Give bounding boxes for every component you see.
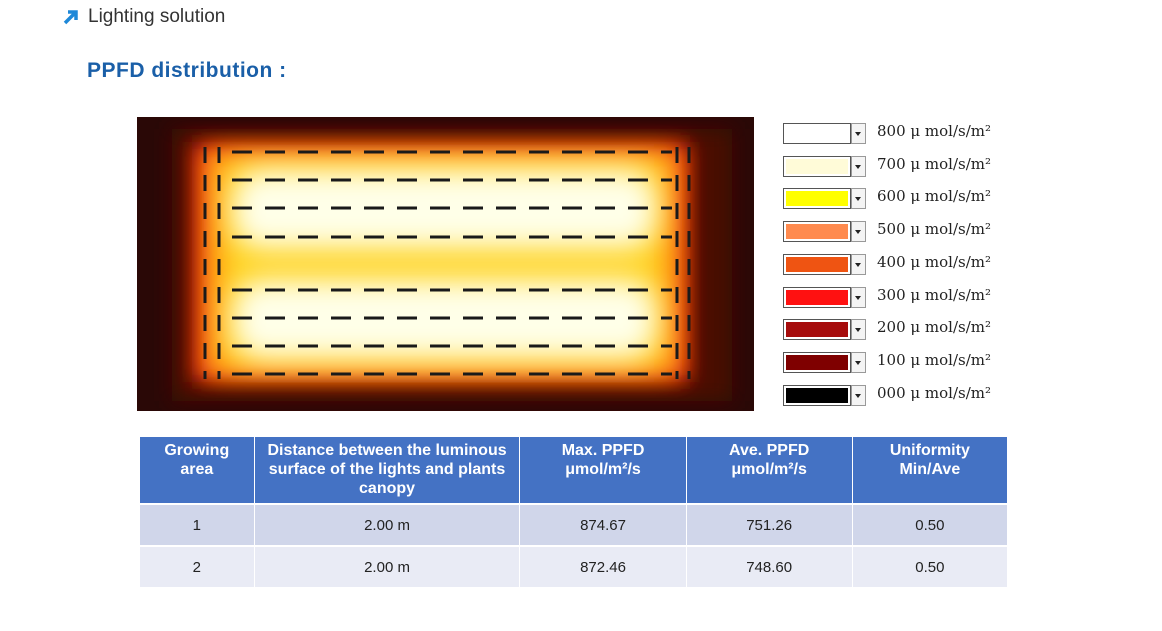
table-header-cell: Uniformity Min/Ave (852, 437, 1008, 503)
dropdown-arrow (851, 221, 866, 243)
dropdown-arrow (851, 188, 866, 210)
legend-label: 600 μ mol/s/m² (877, 187, 992, 206)
legend-item: 800 μ mol/s/m² (780, 117, 1008, 148)
table-cell: 2.00 m (254, 547, 521, 587)
legend-label: 300 μ mol/s/m² (877, 285, 992, 304)
table-header-cell: Max. PPFD μmol/m²/s (520, 437, 687, 503)
table-header-cell: Ave. PPFD μmol/m²/s (686, 437, 853, 503)
legend-label: 700 μ mol/s/m² (877, 154, 992, 173)
dropdown-arrow (851, 155, 866, 177)
legend-item: 300 μ mol/s/m² (780, 281, 1008, 312)
legend-swatch (783, 253, 851, 275)
table-cell: 751.26 (686, 505, 853, 545)
table-header-cell: Growing area (140, 437, 255, 503)
table-cell: 2 (140, 547, 255, 587)
arrow-icon (63, 10, 78, 25)
table-cell: 1 (140, 505, 255, 545)
header-title: Lighting solution (88, 6, 226, 27)
legend-swatch (783, 221, 851, 243)
dropdown-arrow (851, 319, 866, 341)
legend-label: 400 μ mol/s/m² (877, 252, 992, 271)
legend-label: 800 μ mol/s/m² (877, 122, 992, 140)
legend-item: 600 μ mol/s/m² (780, 182, 1008, 213)
legend-item: 500 μ mol/s/m² (780, 215, 1008, 246)
table-cell: 0.50 (852, 505, 1008, 545)
table-cell: 0.50 (852, 547, 1008, 587)
table-header-cell: Distance between the luminous surface of… (254, 437, 521, 503)
legend-label: 500 μ mol/s/m² (877, 220, 992, 239)
legend-swatch (783, 123, 851, 144)
dropdown-arrow (851, 384, 866, 406)
legend-label: 100 μ mol/s/m² (877, 350, 992, 369)
legend-label: 000 μ mol/s/m² (877, 383, 992, 402)
legend-swatch (783, 286, 851, 308)
table-cell: 2.00 m (254, 505, 521, 545)
section-title: PPFD distribution : (87, 59, 287, 82)
legend-item: 100 μ mol/s/m² (780, 346, 1008, 377)
legend-swatch (783, 319, 851, 341)
table-cell: 872.46 (520, 547, 687, 587)
dropdown-arrow (851, 253, 866, 275)
legend-item: 200 μ mol/s/m² (780, 313, 1008, 344)
legend-swatch (783, 155, 851, 177)
legend-swatch (783, 188, 851, 210)
legend-item: 000 μ mol/s/m² (780, 379, 1008, 410)
table-row: 1 2.00 m 874.67 751.26 0.50 (140, 505, 1008, 545)
legend-swatch (783, 384, 851, 406)
results-table: Growing area Distance between the luminou… (140, 435, 1008, 589)
dropdown-arrow (851, 123, 866, 144)
ppfd-heatmap (137, 117, 754, 411)
table-row: 2 2.00 m 872.46 748.60 0.50 (140, 547, 1008, 587)
legend-item: 400 μ mol/s/m² (780, 248, 1008, 279)
legend-item: 700 μ mol/s/m² (780, 150, 1008, 181)
legend-swatch (783, 351, 851, 373)
dropdown-arrow (851, 351, 866, 373)
dropdown-arrow (851, 286, 866, 308)
table-cell: 874.67 (520, 505, 687, 545)
legend-label: 200 μ mol/s/m² (877, 318, 992, 337)
table-cell: 748.60 (686, 547, 853, 587)
